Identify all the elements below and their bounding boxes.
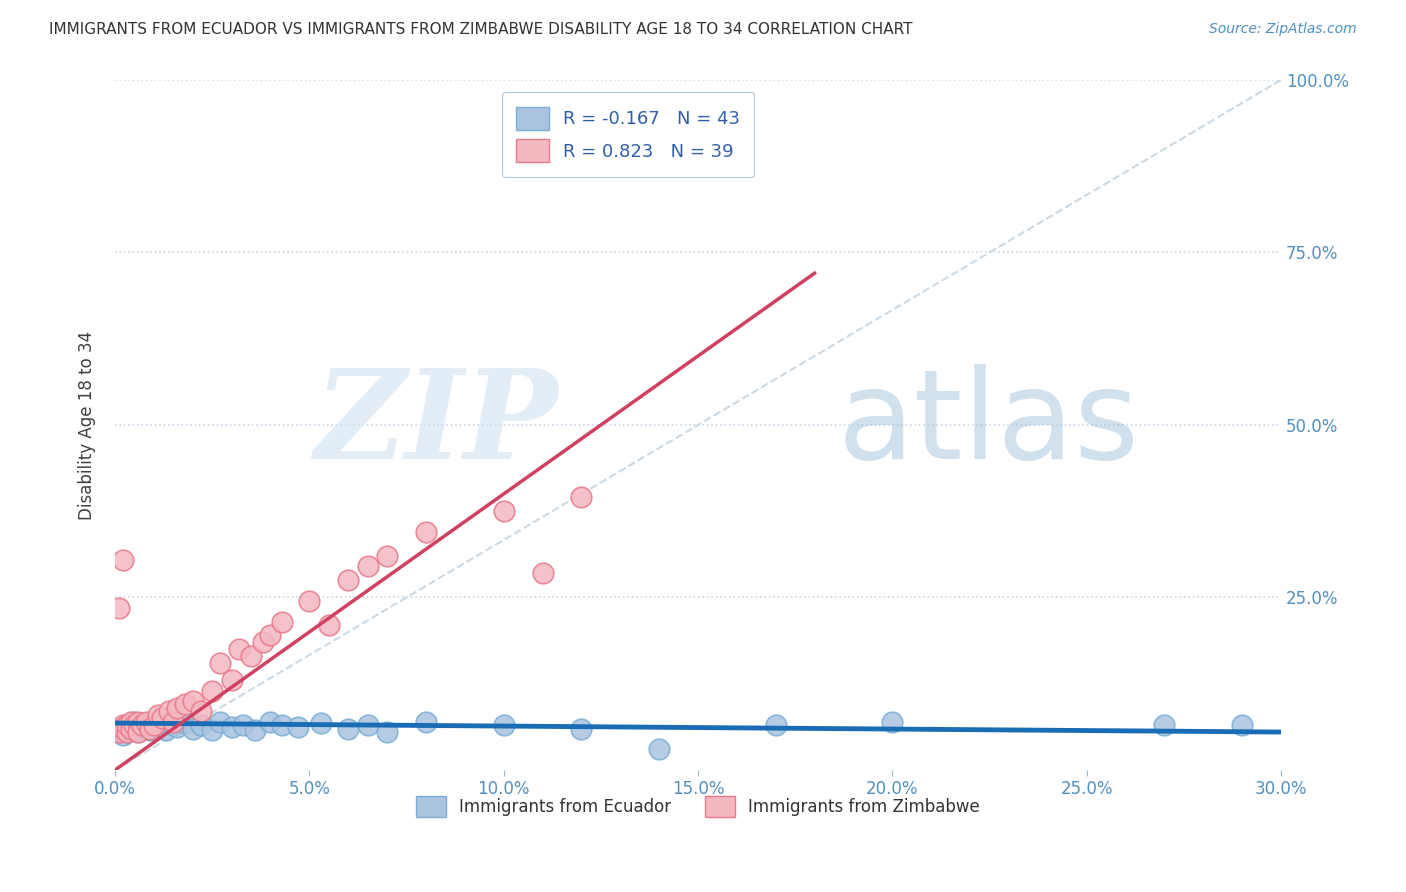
Point [111, 552, 134, 566]
Point [201, 683, 224, 698]
Point [139, 722, 162, 736]
Point [131, 718, 153, 732]
Point [271, 718, 294, 732]
Point [337, 722, 360, 736]
Point [190, 704, 212, 718]
Point [531, 566, 554, 581]
Point [139, 723, 162, 737]
Point [309, 716, 332, 731]
Point [287, 720, 309, 734]
Point [208, 714, 231, 729]
Point [120, 714, 142, 729]
Point [159, 704, 181, 718]
Point [356, 559, 378, 574]
Point [1153, 718, 1175, 732]
Point [492, 718, 515, 732]
Point [415, 524, 437, 539]
Point [243, 723, 266, 737]
Point [127, 725, 149, 739]
Point [111, 722, 134, 736]
Point [135, 722, 157, 736]
Point [146, 720, 169, 734]
Point [375, 549, 398, 563]
Point [124, 722, 146, 736]
Point [1230, 718, 1253, 732]
Legend: Immigrants from Ecuador, Immigrants from Zimbabwe: Immigrants from Ecuador, Immigrants from… [409, 789, 987, 824]
Point [108, 600, 131, 615]
Point [162, 714, 184, 729]
Point [337, 573, 360, 587]
Point [124, 718, 146, 732]
Text: IMMIGRANTS FROM ECUADOR VS IMMIGRANTS FROM ZIMBABWE DISABILITY AGE 18 TO 34 CORR: IMMIGRANTS FROM ECUADOR VS IMMIGRANTS FR… [49, 22, 912, 37]
Point [142, 718, 165, 732]
Point [259, 628, 281, 642]
Point [415, 714, 437, 729]
Text: Source: ZipAtlas.com: Source: ZipAtlas.com [1209, 22, 1357, 37]
Point [108, 725, 131, 739]
Point [120, 720, 142, 734]
Point [221, 720, 243, 734]
Point [271, 615, 294, 629]
Text: atlas: atlas [838, 365, 1140, 485]
Point [111, 729, 134, 743]
Text: ZIP: ZIP [315, 364, 558, 486]
Point [571, 491, 593, 505]
Point [162, 718, 184, 732]
Point [492, 504, 515, 518]
Point [228, 642, 250, 657]
Point [181, 722, 204, 736]
Point [155, 723, 177, 737]
Point [127, 725, 149, 739]
Y-axis label: Disability Age 18 to 34: Disability Age 18 to 34 [79, 330, 96, 519]
Point [146, 707, 169, 722]
Point [174, 716, 197, 731]
Point [124, 714, 146, 729]
Point [174, 698, 197, 712]
Point [166, 720, 188, 734]
Point [259, 714, 281, 729]
Point [108, 725, 131, 739]
Point [240, 649, 263, 664]
Point [150, 711, 173, 725]
Point [142, 718, 165, 732]
Point [150, 714, 173, 729]
Point [120, 722, 142, 736]
Point [298, 594, 321, 608]
Point [882, 714, 904, 729]
Point [111, 718, 134, 732]
Point [356, 718, 378, 732]
Point [208, 656, 231, 670]
Point [127, 714, 149, 729]
Point [318, 618, 340, 632]
Point [571, 722, 593, 736]
Point [375, 725, 398, 739]
Point [115, 725, 138, 739]
Point [232, 718, 254, 732]
Point [252, 635, 274, 649]
Point [115, 718, 138, 732]
Point [190, 718, 212, 732]
Point [221, 673, 243, 688]
Point [131, 716, 153, 731]
Point [765, 718, 787, 732]
Point [115, 718, 138, 732]
Point [120, 723, 142, 737]
Point [648, 742, 671, 756]
Point [115, 725, 138, 739]
Point [135, 714, 157, 729]
Point [108, 722, 131, 736]
Point [127, 718, 149, 732]
Point [166, 701, 188, 715]
Point [181, 694, 204, 708]
Point [111, 722, 134, 736]
Point [201, 723, 224, 737]
